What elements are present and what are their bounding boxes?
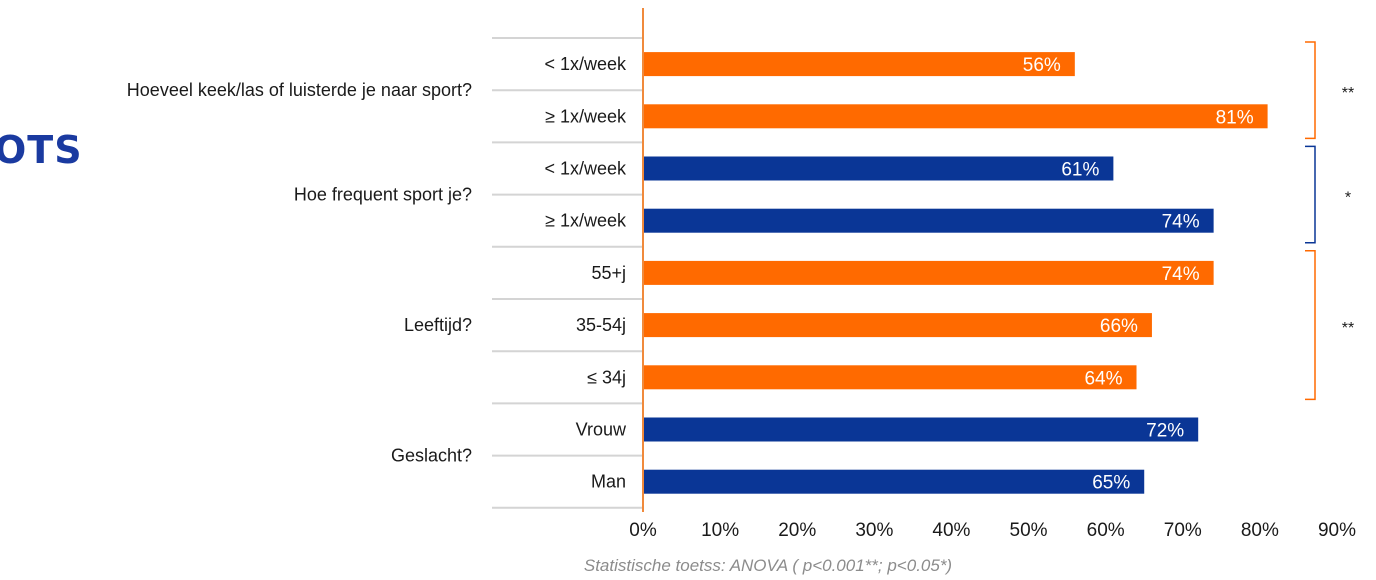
- data-label: 65%: [1092, 473, 1130, 494]
- x-tick-label: 10%: [701, 520, 739, 541]
- significance-bracket: [1305, 250, 1316, 401]
- bar: [643, 260, 1214, 285]
- category-label: < 1x/week: [544, 159, 627, 179]
- significance-bracket: [1305, 145, 1316, 244]
- bar: [643, 417, 1199, 442]
- category-label: ≥ 1x/week: [545, 106, 627, 126]
- bar: [643, 313, 1152, 338]
- x-tick-label: 90%: [1318, 520, 1356, 541]
- x-tick-label: 20%: [778, 520, 816, 541]
- data-label: 56%: [1023, 55, 1061, 76]
- data-label: 81%: [1216, 107, 1254, 128]
- x-tick-label: 0%: [629, 520, 657, 541]
- bar: [643, 52, 1075, 77]
- x-tick-label: 50%: [1010, 520, 1048, 541]
- category-label: ≥ 1x/week: [545, 211, 627, 231]
- x-tick-label: 30%: [855, 520, 893, 541]
- data-label: 66%: [1100, 316, 1138, 337]
- category-label: Man: [591, 472, 626, 492]
- x-tick-label: 80%: [1241, 520, 1279, 541]
- x-tick-label: 60%: [1087, 520, 1125, 541]
- category-label: < 1x/week: [544, 54, 627, 74]
- significance-bracket: [1305, 41, 1316, 140]
- significance-marker: **: [1342, 320, 1354, 337]
- category-label: ≤ 34j: [587, 367, 626, 387]
- footnote: Statistische toetss: ANOVA ( p<0.001**; …: [583, 556, 953, 575]
- significance-marker: **: [1342, 85, 1354, 102]
- data-label: 72%: [1146, 421, 1184, 442]
- data-label: 74%: [1162, 212, 1200, 233]
- category-label: 35-54j: [576, 315, 626, 335]
- x-tick-label: 70%: [1164, 520, 1202, 541]
- group-label: Hoe frequent sport je?: [294, 185, 472, 205]
- bar: [643, 469, 1145, 494]
- data-label: 64%: [1084, 368, 1122, 389]
- bar: [643, 156, 1114, 181]
- bar: [643, 208, 1214, 233]
- category-label: 55+j: [591, 263, 626, 283]
- category-label: Vrouw: [576, 420, 627, 440]
- bar: [643, 104, 1268, 129]
- x-tick-label: 40%: [932, 520, 970, 541]
- partial-title: OTS: [0, 128, 83, 172]
- data-label: 61%: [1061, 160, 1099, 181]
- bar: [643, 365, 1137, 390]
- group-label: Hoeveel keek/las of luisterde je naar sp…: [127, 80, 472, 100]
- data-label: 74%: [1162, 264, 1200, 285]
- significance-marker: *: [1345, 190, 1351, 207]
- group-label: Geslacht?: [391, 446, 472, 466]
- group-label: Leeftijd?: [404, 315, 472, 335]
